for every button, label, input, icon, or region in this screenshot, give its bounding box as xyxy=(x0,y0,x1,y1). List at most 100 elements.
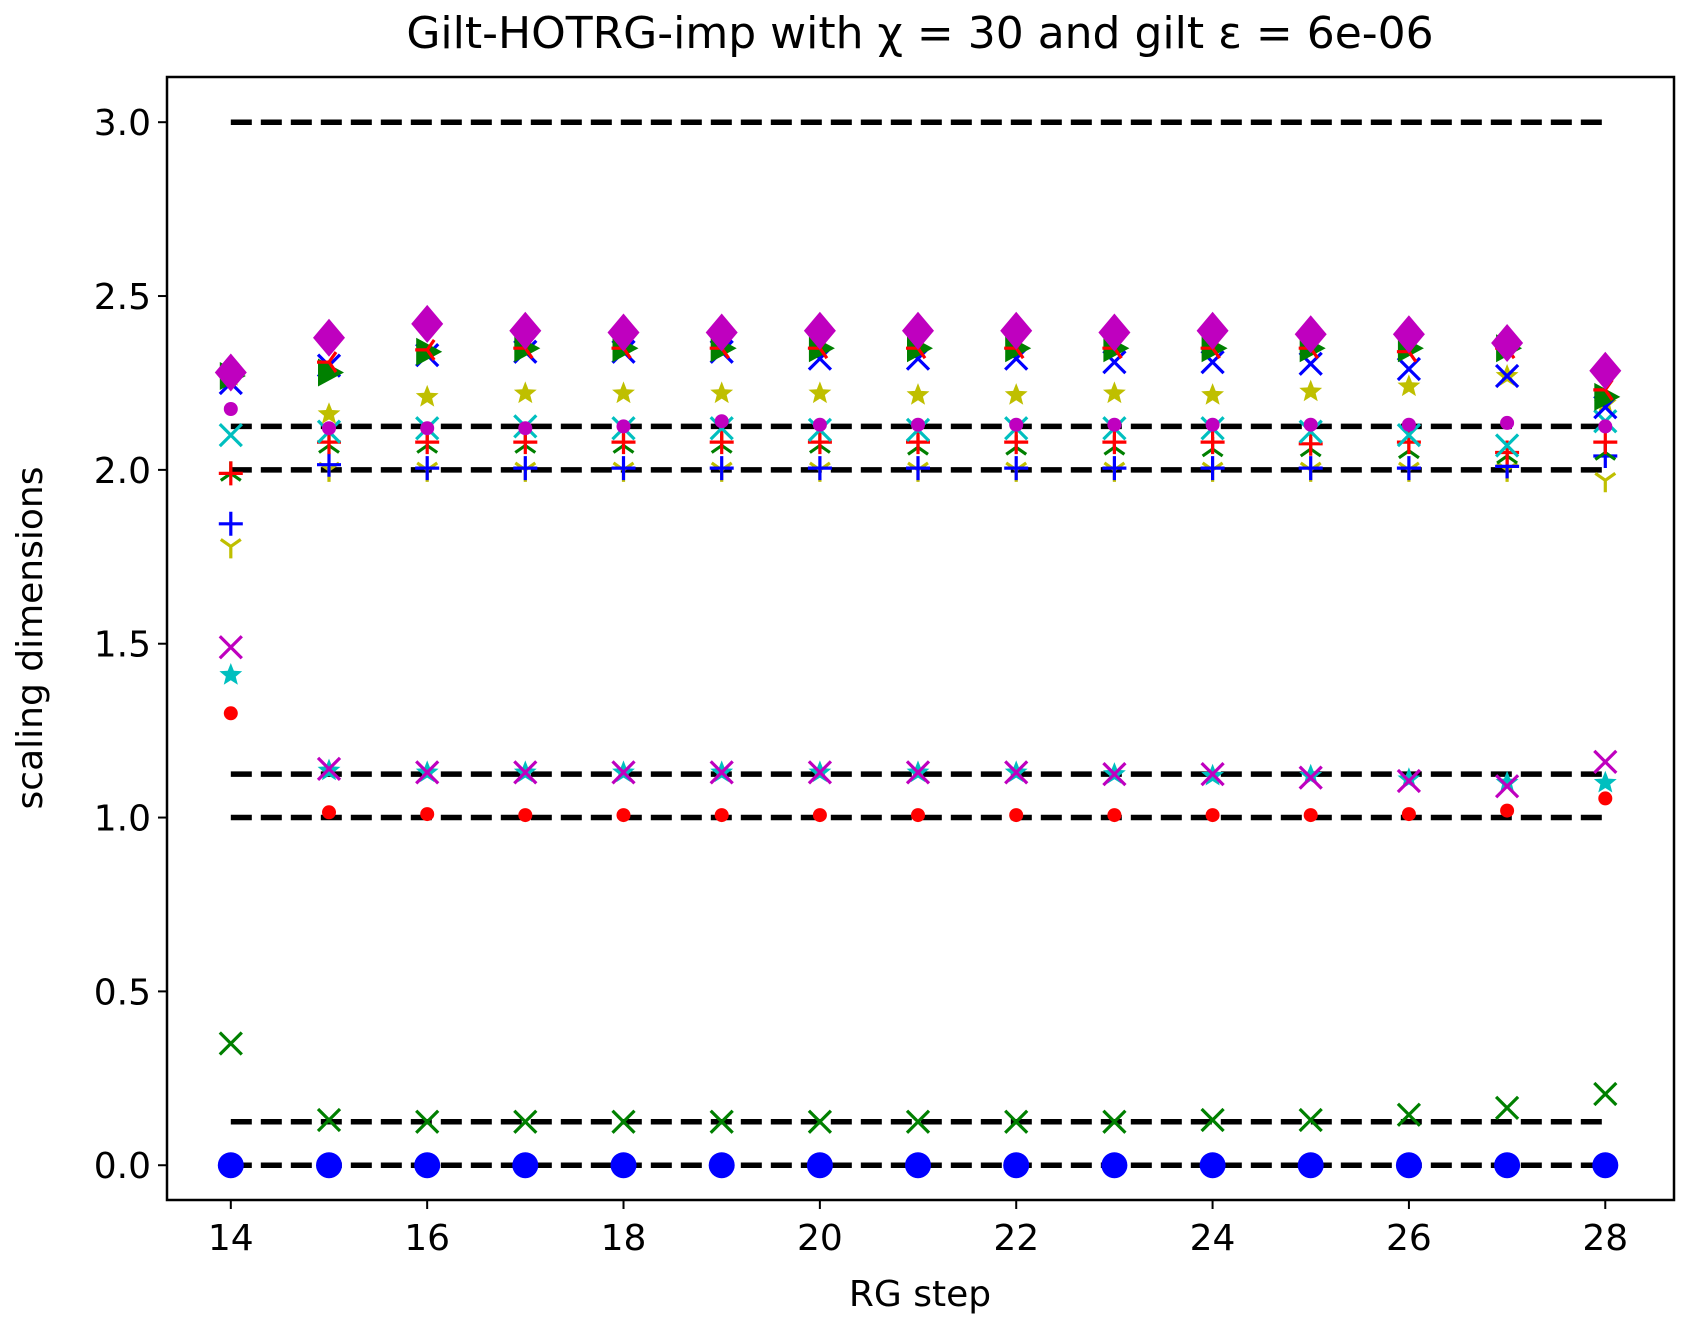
data-point-s8-22 xyxy=(1004,430,1029,455)
data-point-s15-18 xyxy=(607,313,640,352)
x-tick-label-24: 24 xyxy=(1190,1218,1236,1259)
data-point-s1-16 xyxy=(415,1109,440,1134)
data-point-s2-28 xyxy=(1598,791,1613,806)
data-point-s10-26 xyxy=(1401,417,1416,432)
data-point-s4-16 xyxy=(415,760,440,785)
data-point-s15-19 xyxy=(705,313,738,352)
data-point-s2-24 xyxy=(1205,808,1220,823)
x-axis-label: RG step xyxy=(849,1274,991,1315)
data-point-s2-19 xyxy=(714,808,729,823)
data-point-s0-18 xyxy=(610,1152,637,1179)
data-point-s0-26 xyxy=(1395,1152,1422,1179)
data-point-s2-27 xyxy=(1500,803,1515,818)
data-point-s8-24 xyxy=(1200,430,1225,455)
data-point-s10-19 xyxy=(714,414,729,429)
chart-title: Gilt-HOTRG-imp with χ = 30 and gilt ε = … xyxy=(406,8,1433,59)
data-point-s1-15 xyxy=(316,1107,342,1133)
data-point-s6-15 xyxy=(317,452,341,477)
data-point-s2-17 xyxy=(518,808,533,823)
data-point-s6-23 xyxy=(1102,456,1127,481)
data-point-s1-25 xyxy=(1298,1107,1323,1133)
data-point-s0-17 xyxy=(512,1152,539,1179)
data-point-s2-26 xyxy=(1401,807,1416,822)
data-point-s0-23 xyxy=(1101,1152,1128,1179)
data-point-s2-22 xyxy=(1009,808,1024,823)
data-point-s1-22 xyxy=(1004,1109,1029,1134)
plot-frame xyxy=(165,75,1676,1202)
data-point-s8-20 xyxy=(807,430,832,455)
data-point-s11-22 xyxy=(1004,383,1028,405)
data-point-s15-27 xyxy=(1491,324,1524,362)
data-point-s14-15 xyxy=(317,351,338,374)
data-point-s1-14 xyxy=(218,1031,243,1056)
data-point-s1-17 xyxy=(513,1109,538,1134)
x-tick-label-28: 28 xyxy=(1582,1218,1628,1259)
data-point-s10-22 xyxy=(1009,417,1024,432)
data-point-s0-14 xyxy=(217,1152,244,1179)
data-point-s0-22 xyxy=(1003,1152,1030,1179)
data-point-s15-21 xyxy=(902,311,934,350)
data-point-s3-26 xyxy=(1397,767,1421,790)
data-point-s6-24 xyxy=(1200,456,1225,481)
data-point-s2-18 xyxy=(616,808,631,823)
y-tick-label-4: 2.0 xyxy=(94,451,151,492)
data-point-s8-14 xyxy=(218,461,243,486)
data-point-s6-14 xyxy=(218,511,243,536)
data-point-s1-26 xyxy=(1396,1102,1422,1127)
data-point-s4-26 xyxy=(1396,768,1422,794)
data-point-s11-24 xyxy=(1201,383,1225,405)
data-point-s4-19 xyxy=(709,760,734,785)
data-point-s15-14 xyxy=(214,353,247,392)
data-point-s15-26 xyxy=(1392,315,1425,354)
data-point-s10-25 xyxy=(1303,417,1318,432)
data-point-s15-25 xyxy=(1294,315,1327,354)
x-tick-label-14: 14 xyxy=(208,1218,254,1259)
x-axis-ticks: 14 16 18 20 22 24 26 28 xyxy=(208,1200,1628,1259)
data-point-s1-23 xyxy=(1102,1109,1127,1134)
data-point-s5-28 xyxy=(1594,471,1617,493)
data-point-s9-27 xyxy=(1494,433,1520,458)
data-point-s15-22 xyxy=(1000,311,1033,350)
data-point-s11-21 xyxy=(906,383,930,405)
data-points xyxy=(214,304,1622,1179)
data-point-s6-16 xyxy=(415,456,440,481)
data-point-s15-15 xyxy=(313,318,345,357)
data-point-s0-15 xyxy=(316,1152,342,1179)
data-point-s1-28 xyxy=(1593,1081,1618,1107)
y-tick-label-1: 0.5 xyxy=(94,972,151,1013)
data-point-s3-14 xyxy=(219,663,243,685)
data-point-s4-24 xyxy=(1200,761,1225,787)
data-point-s6-20 xyxy=(807,456,832,481)
data-point-s0-20 xyxy=(806,1152,833,1179)
data-point-s3-28 xyxy=(1593,770,1617,793)
data-point-s2-15 xyxy=(322,805,336,820)
data-point-s1-27 xyxy=(1494,1095,1520,1121)
x-tick-label-16: 16 xyxy=(404,1218,450,1259)
y-tick-label-6: 3.0 xyxy=(94,103,151,144)
data-point-s15-20 xyxy=(803,311,836,350)
data-point-s11-19 xyxy=(710,381,734,404)
data-point-s0-19 xyxy=(708,1152,735,1179)
data-point-s15-16 xyxy=(411,304,444,343)
data-point-s9-14 xyxy=(218,422,243,448)
data-point-s12-26 xyxy=(1396,356,1422,382)
data-point-s12-27 xyxy=(1494,363,1520,389)
data-point-s4-14 xyxy=(218,635,243,660)
data-point-s2-23 xyxy=(1107,808,1122,823)
data-point-s14-16 xyxy=(415,338,436,361)
data-point-s8-23 xyxy=(1102,430,1127,455)
data-point-s11-23 xyxy=(1102,381,1126,404)
data-point-s4-23 xyxy=(1102,761,1127,787)
data-point-s5-14 xyxy=(219,538,242,559)
data-point-s13-15 xyxy=(318,358,344,387)
data-point-s4-20 xyxy=(807,760,833,785)
data-point-s1-24 xyxy=(1200,1107,1225,1133)
data-point-s15-24 xyxy=(1196,311,1229,350)
data-point-s1-20 xyxy=(807,1109,833,1134)
data-point-s4-21 xyxy=(905,760,931,785)
data-point-s8-28 xyxy=(1593,430,1618,455)
data-point-s0-27 xyxy=(1494,1152,1521,1179)
data-point-s6-19 xyxy=(709,456,734,481)
data-point-s10-15 xyxy=(322,421,336,436)
